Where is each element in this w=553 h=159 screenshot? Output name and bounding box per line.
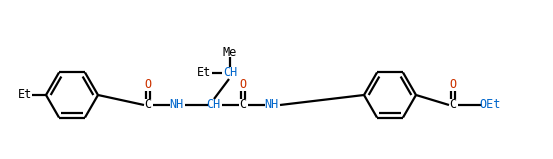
Text: Me: Me [223, 45, 237, 59]
Text: Et: Et [18, 89, 32, 101]
Text: OEt: OEt [479, 98, 500, 111]
Text: C: C [239, 98, 247, 111]
Text: O: O [239, 79, 247, 91]
Text: O: O [144, 79, 152, 91]
Text: C: C [144, 98, 152, 111]
Text: CH: CH [223, 66, 237, 80]
Text: NH: NH [264, 98, 278, 111]
Text: CH: CH [206, 98, 220, 111]
Text: C: C [450, 98, 457, 111]
Text: Et: Et [197, 66, 211, 80]
Text: O: O [450, 79, 457, 91]
Text: NH: NH [169, 98, 183, 111]
